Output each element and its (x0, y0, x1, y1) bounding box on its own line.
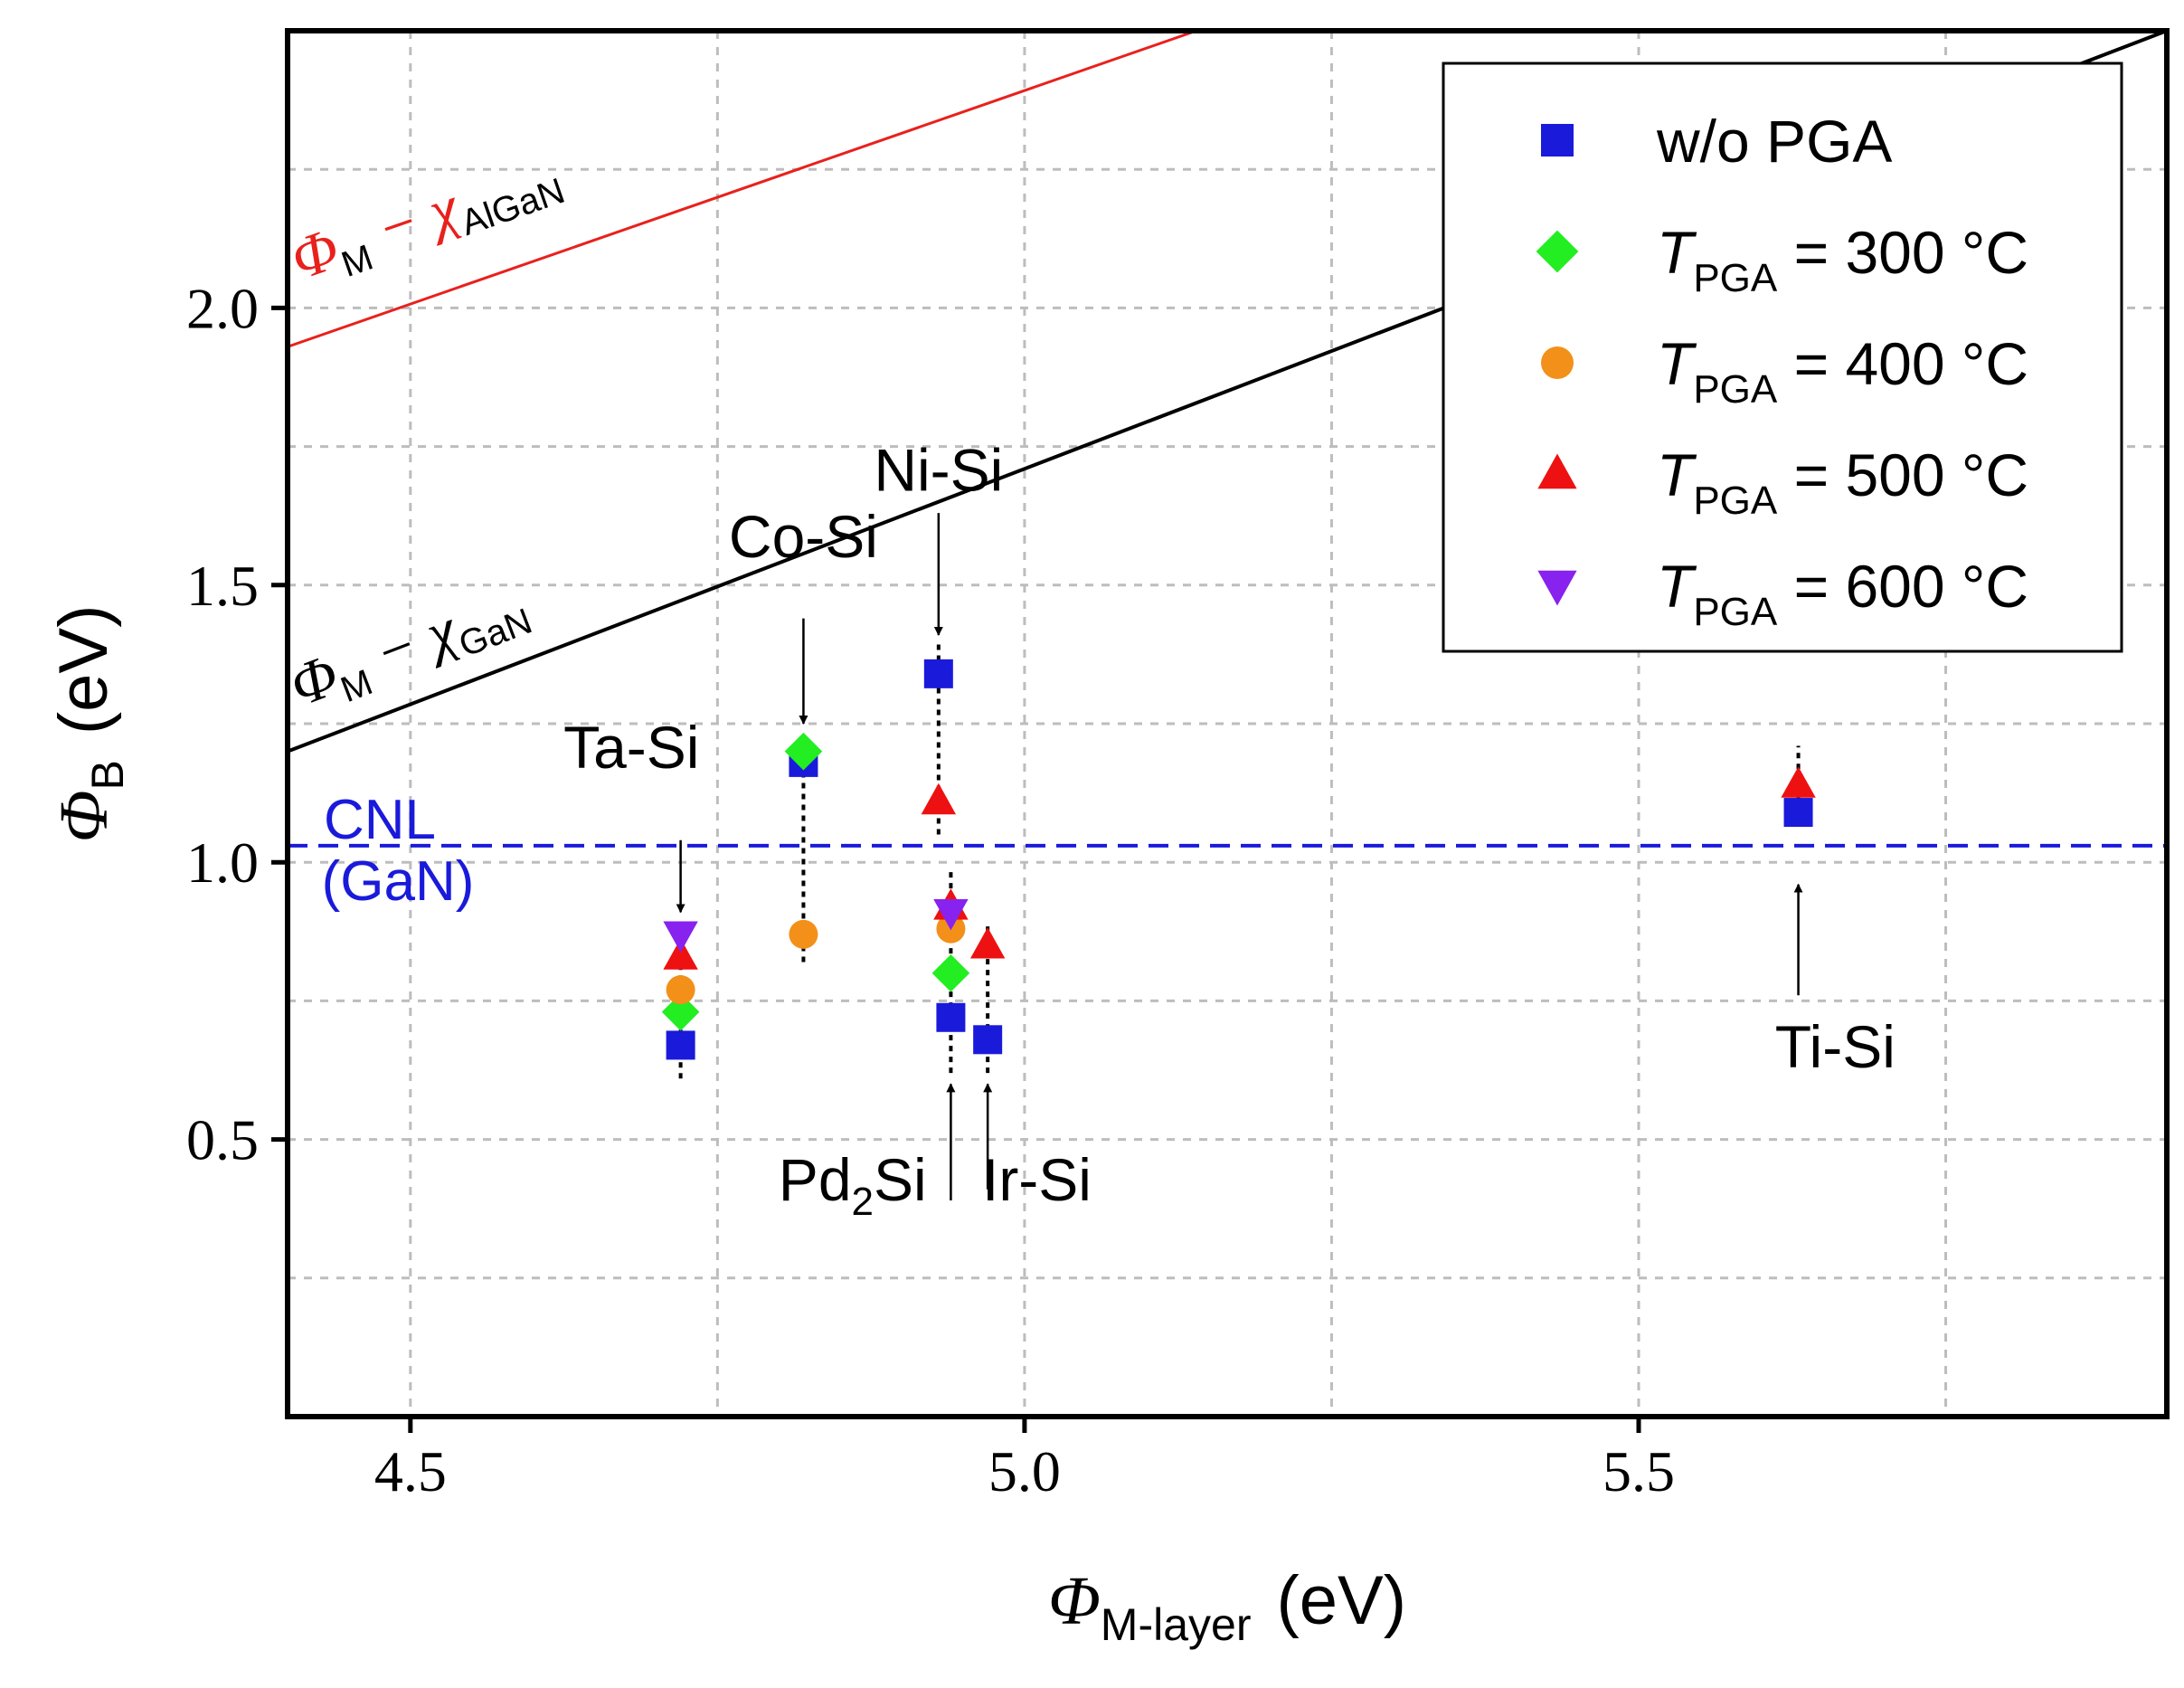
ti-si-label-main: Ti-Si (1775, 1013, 1896, 1080)
ni-si-label: Ni-Si (874, 437, 1003, 504)
data-point-series-0 (666, 1030, 695, 1060)
axis-ticks: 4.5 5.0 5.5 0.5 1.0 1.5 2.0 (186, 276, 1675, 1503)
pd2si-label-rest: Si (874, 1146, 927, 1213)
cnl-label-line1: CNL (324, 789, 436, 851)
x-tick-label: 5.5 (1603, 1439, 1675, 1503)
x-axis-sub: M-layer (1101, 1599, 1252, 1650)
legend-label-4: TPGA = 600 °C (1657, 553, 2028, 634)
x-axis-label: ΦM-layer (eV) (1048, 1562, 1406, 1650)
ir-si-label-main: Ir-Si (982, 1146, 1092, 1213)
x-axis-symbol: Φ (1048, 1563, 1101, 1639)
data-point-series-0 (936, 1002, 966, 1032)
ta-si-label: Ta-Si (563, 714, 699, 781)
phi-m-chi-gan-label-mid: − χ (352, 596, 467, 693)
y-axis-symbol: Φ (46, 791, 122, 843)
legend-label-sub: PGA (1693, 590, 1778, 634)
y-axis-sub: B (82, 760, 133, 790)
phi-m-chi-algan-line (288, 31, 1197, 348)
phi-m-chi-gan-label-symbol: Φ (281, 641, 347, 719)
cnl-line-group: CNL(GaN) (288, 789, 2167, 913)
legend-label-text: w/o PGA (1656, 108, 1892, 175)
ta-si-label-main: Ta-Si (563, 714, 699, 781)
legend-marker-0 (1541, 124, 1574, 156)
phi-m-chi-algan-label: ΦM − χAlGaN (283, 139, 570, 300)
legend-label-sub: PGA (1693, 367, 1778, 412)
data-point-series-2 (666, 975, 695, 1005)
y-tick-label: 2.0 (186, 276, 259, 340)
ni-si-label-main: Ni-Si (874, 437, 1003, 504)
pd2si-label: Pd2Si (779, 1146, 927, 1224)
legend-label-sub: PGA (1693, 256, 1778, 300)
legend-label-3: TPGA = 500 °C (1657, 441, 2028, 523)
data-point-series-3 (969, 927, 1006, 959)
y-tick-label: 0.5 (186, 1108, 259, 1172)
annotation-arrows (676, 513, 1803, 1201)
legend-label-rest: = 600 °C (1777, 553, 2028, 620)
legend-marker-1 (1536, 230, 1579, 273)
data-point-series-1 (784, 732, 823, 771)
x-axis-unit: (eV) (1276, 1562, 1406, 1639)
data-point-series-3 (663, 938, 698, 970)
pd2si-label-sub: 2 (852, 1180, 874, 1224)
legend-label-rest: = 500 °C (1777, 441, 2028, 508)
data-points (661, 659, 1816, 1060)
co-si-label-main: Co-Si (729, 503, 878, 570)
data-point-series-3 (1781, 766, 1816, 798)
y-tick-label: 1.0 (186, 830, 259, 895)
data-point-series-4 (663, 921, 698, 953)
phi-m-chi-algan-label-sub2: AlGaN (456, 171, 570, 243)
legend-label-T: T (1657, 553, 1697, 620)
legend-label-T: T (1657, 330, 1697, 397)
data-point-series-3 (921, 782, 957, 815)
grid (288, 31, 2167, 1417)
phi-m-chi-gan-label-sub2: GaN (454, 601, 538, 665)
legend-marker-2 (1541, 346, 1574, 379)
legend-marker-4 (1537, 570, 1577, 606)
y-axis-label: ΦB (eV) (45, 605, 133, 843)
y-tick-label: 1.5 (186, 554, 259, 618)
legend-label-T: T (1657, 219, 1697, 286)
ir-si-label: Ir-Si (982, 1146, 1092, 1213)
legend-label-sub: PGA (1693, 479, 1778, 523)
plot-frame (285, 28, 2170, 1419)
legend-label-rest: = 300 °C (1777, 219, 2028, 286)
dotted-guides (678, 640, 1801, 1079)
y-axis-unit: (eV) (45, 605, 122, 735)
data-point-series-1 (931, 953, 970, 992)
ti-si-label: Ti-Si (1775, 1013, 1896, 1080)
data-point-series-0 (923, 659, 953, 688)
legend-label-0: w/o PGA (1656, 108, 1892, 175)
legend-marker-3 (1537, 453, 1577, 489)
data-point-series-1 (661, 992, 700, 1031)
legend-label-T: T (1657, 441, 1697, 508)
phi-m-chi-algan-label-symbol: Φ (283, 215, 347, 292)
data-point-series-0 (1783, 798, 1813, 828)
legend-label-rest: = 400 °C (1777, 330, 2028, 397)
data-point-series-2 (789, 919, 818, 949)
cnl-label-line2: (GaN) (322, 850, 475, 913)
pd2si-label-main: Pd (779, 1146, 852, 1213)
x-tick-label: 5.0 (988, 1439, 1061, 1503)
data-point-series-4 (933, 898, 969, 931)
legend-label-1: TPGA = 300 °C (1657, 219, 2028, 300)
data-point-series-0 (973, 1025, 1003, 1055)
legend-label-2: TPGA = 400 °C (1657, 330, 2028, 412)
x-tick-label: 4.5 (374, 1439, 447, 1503)
co-si-label: Co-Si (729, 503, 878, 570)
phi-m-chi-algan-label-mid: − χ (354, 174, 468, 269)
